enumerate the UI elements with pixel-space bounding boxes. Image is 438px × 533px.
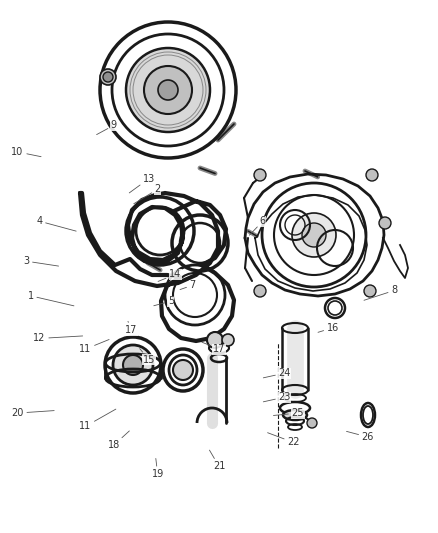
Text: 1: 1 [28,291,74,306]
Circle shape [113,345,153,385]
Text: 17: 17 [125,321,138,335]
Text: 3: 3 [23,256,59,266]
Text: 17: 17 [202,342,225,354]
Text: 20: 20 [11,408,54,418]
Text: 23: 23 [263,392,291,402]
Text: 18: 18 [108,431,129,450]
Text: 7: 7 [180,280,196,290]
Text: 15: 15 [140,349,155,365]
Text: 14: 14 [158,270,181,281]
Circle shape [100,69,116,85]
Circle shape [144,66,192,114]
Circle shape [366,169,378,181]
Text: 8: 8 [364,286,397,300]
Circle shape [292,213,336,257]
Circle shape [364,285,376,297]
Circle shape [123,355,143,375]
Text: 26: 26 [346,431,374,442]
Circle shape [254,285,266,297]
Text: 19: 19 [152,458,164,479]
Text: 16: 16 [318,323,339,333]
Text: 21: 21 [209,450,225,471]
Text: 22: 22 [268,433,300,447]
Circle shape [158,80,178,100]
Circle shape [222,334,234,346]
Text: 6: 6 [249,216,266,235]
Text: 25: 25 [273,408,304,418]
Circle shape [302,223,326,247]
Circle shape [379,217,391,229]
Text: 11: 11 [79,340,109,354]
Circle shape [173,360,193,380]
Circle shape [307,418,317,428]
Text: 11: 11 [79,409,116,431]
Text: 9: 9 [97,120,117,135]
Text: 10: 10 [11,147,41,157]
Circle shape [103,72,113,82]
Ellipse shape [283,410,307,420]
Text: 24: 24 [263,368,291,378]
Text: 5: 5 [154,296,174,306]
Circle shape [254,169,266,181]
Circle shape [126,48,210,132]
Text: 12: 12 [33,334,83,343]
Text: 2: 2 [134,184,161,204]
Text: 13: 13 [129,174,155,193]
Circle shape [207,332,223,348]
Text: 4: 4 [36,216,76,231]
